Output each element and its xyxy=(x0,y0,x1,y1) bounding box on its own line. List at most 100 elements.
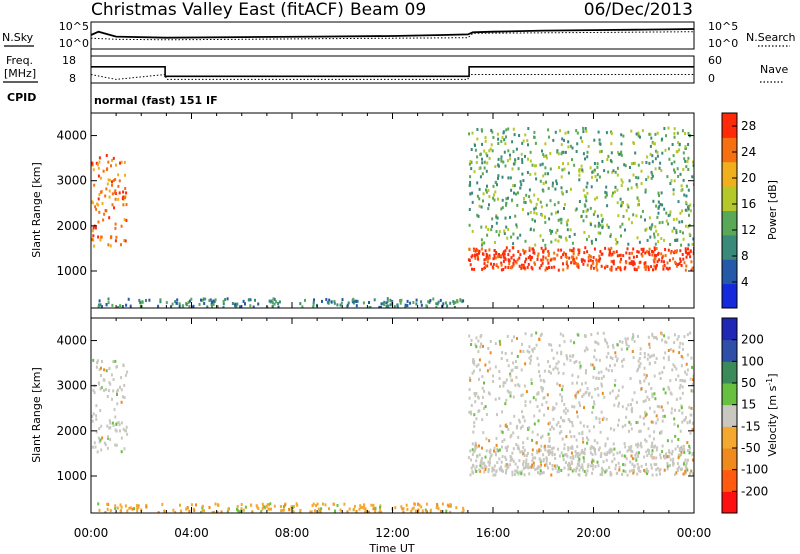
heatmap-cell xyxy=(497,163,500,167)
heatmap-cell xyxy=(632,263,635,267)
heatmap-cell xyxy=(622,469,625,473)
heatmap-cell xyxy=(504,216,507,220)
heatmap-cell xyxy=(676,467,679,471)
heatmap-cell xyxy=(594,224,597,228)
heatmap-cell xyxy=(596,178,598,182)
heatmap-cell xyxy=(547,422,550,426)
heatmap-cell xyxy=(483,389,486,393)
heatmap-cell xyxy=(644,190,647,194)
heatmap-cell xyxy=(680,406,683,410)
heatmap-cell xyxy=(596,259,599,263)
nave-line xyxy=(91,73,694,80)
heatmap-cell xyxy=(650,387,653,390)
heatmap-cell xyxy=(656,466,659,470)
heatmap-cell xyxy=(654,157,657,161)
heatmap-cell xyxy=(109,244,112,248)
heatmap-cell xyxy=(493,468,495,472)
heatmap-cell xyxy=(555,211,557,215)
heatmap-cell xyxy=(592,170,595,174)
heatmap-cell xyxy=(523,384,526,388)
heatmap-cell xyxy=(568,462,570,466)
heatmap-cell xyxy=(106,446,109,450)
heatmap-cell xyxy=(640,182,643,185)
heatmap-cell xyxy=(429,510,432,513)
heatmap-cell xyxy=(290,505,293,509)
heatmap-cell xyxy=(187,300,190,304)
heatmap-cell xyxy=(238,510,241,513)
heatmap-cell xyxy=(575,207,578,211)
heatmap-cell xyxy=(684,159,687,163)
heatmap-cell xyxy=(637,367,640,371)
heatmap-cell xyxy=(664,248,667,251)
heatmap-cell xyxy=(496,216,499,220)
heatmap-cell xyxy=(660,259,663,263)
heatmap-cell xyxy=(481,252,484,256)
heatmap-cell xyxy=(579,388,582,392)
heatmap-cell xyxy=(678,447,681,451)
heatmap-cell xyxy=(475,392,478,395)
heatmap-cell xyxy=(554,366,557,369)
heatmap-cell xyxy=(683,418,686,422)
heatmap-cell xyxy=(237,509,240,513)
heatmap-cell xyxy=(528,426,531,430)
heatmap-cell xyxy=(540,205,543,209)
heatmap-cell xyxy=(488,156,491,160)
heatmap-cell xyxy=(670,411,673,415)
heatmap-cell xyxy=(101,436,104,440)
heatmap-cell xyxy=(674,250,677,254)
heatmap-cell xyxy=(685,200,687,204)
heatmap-cell xyxy=(597,130,600,134)
heatmap-cell xyxy=(239,305,242,308)
heatmap-cell xyxy=(636,453,639,457)
heatmap-cell xyxy=(119,503,122,507)
heatmap-cell xyxy=(118,423,121,427)
heatmap-cell xyxy=(91,237,94,241)
heatmap-cell xyxy=(435,306,438,308)
heatmap-cell xyxy=(479,152,482,156)
heatmap-cell xyxy=(347,301,350,305)
x-tick-label: 16:00 xyxy=(476,526,511,540)
heatmap-cell xyxy=(622,254,625,258)
heatmap-cell xyxy=(662,264,665,268)
heatmap-cell xyxy=(515,223,518,227)
heatmap-cell xyxy=(691,383,694,387)
heatmap-cell xyxy=(640,169,643,173)
heatmap-cell xyxy=(644,414,647,418)
heatmap-cell xyxy=(468,396,471,400)
heatmap-cell xyxy=(657,252,659,256)
heatmap-cell xyxy=(93,441,96,445)
heatmap-cell xyxy=(525,257,528,261)
heatmap-cell xyxy=(481,456,484,460)
heatmap-cell xyxy=(682,151,685,155)
heatmap-cell xyxy=(566,409,569,413)
heatmap-cell xyxy=(563,340,566,344)
heatmap-cell xyxy=(563,403,566,406)
heatmap-cell xyxy=(522,452,525,456)
heatmap-cell xyxy=(497,142,500,145)
heatmap-cell xyxy=(487,468,490,471)
heatmap-cell xyxy=(125,429,127,433)
heatmap-cell xyxy=(605,355,608,359)
heatmap-cell xyxy=(686,353,689,357)
heatmap-cell xyxy=(628,420,631,424)
heatmap-cell xyxy=(412,506,415,510)
heatmap-cell xyxy=(107,301,110,305)
heatmap-cell xyxy=(326,300,329,304)
heatmap-cell xyxy=(435,302,438,306)
heatmap-cell xyxy=(560,190,563,194)
heatmap-cell xyxy=(328,507,330,511)
heatmap-cell xyxy=(374,509,377,513)
heatmap-cell xyxy=(417,502,419,506)
heatmap-cell xyxy=(561,137,564,141)
heatmap-cell xyxy=(126,509,129,513)
heatmap-cell xyxy=(504,249,507,253)
heatmap-cell xyxy=(664,254,667,257)
heatmap-cell xyxy=(616,254,619,258)
heatmap-cell xyxy=(560,468,563,472)
heatmap-cell xyxy=(579,421,582,425)
heatmap-cell xyxy=(94,445,97,449)
heatmap-cell xyxy=(557,201,560,205)
heatmap-cell xyxy=(584,334,587,338)
heatmap-cell xyxy=(509,394,512,398)
